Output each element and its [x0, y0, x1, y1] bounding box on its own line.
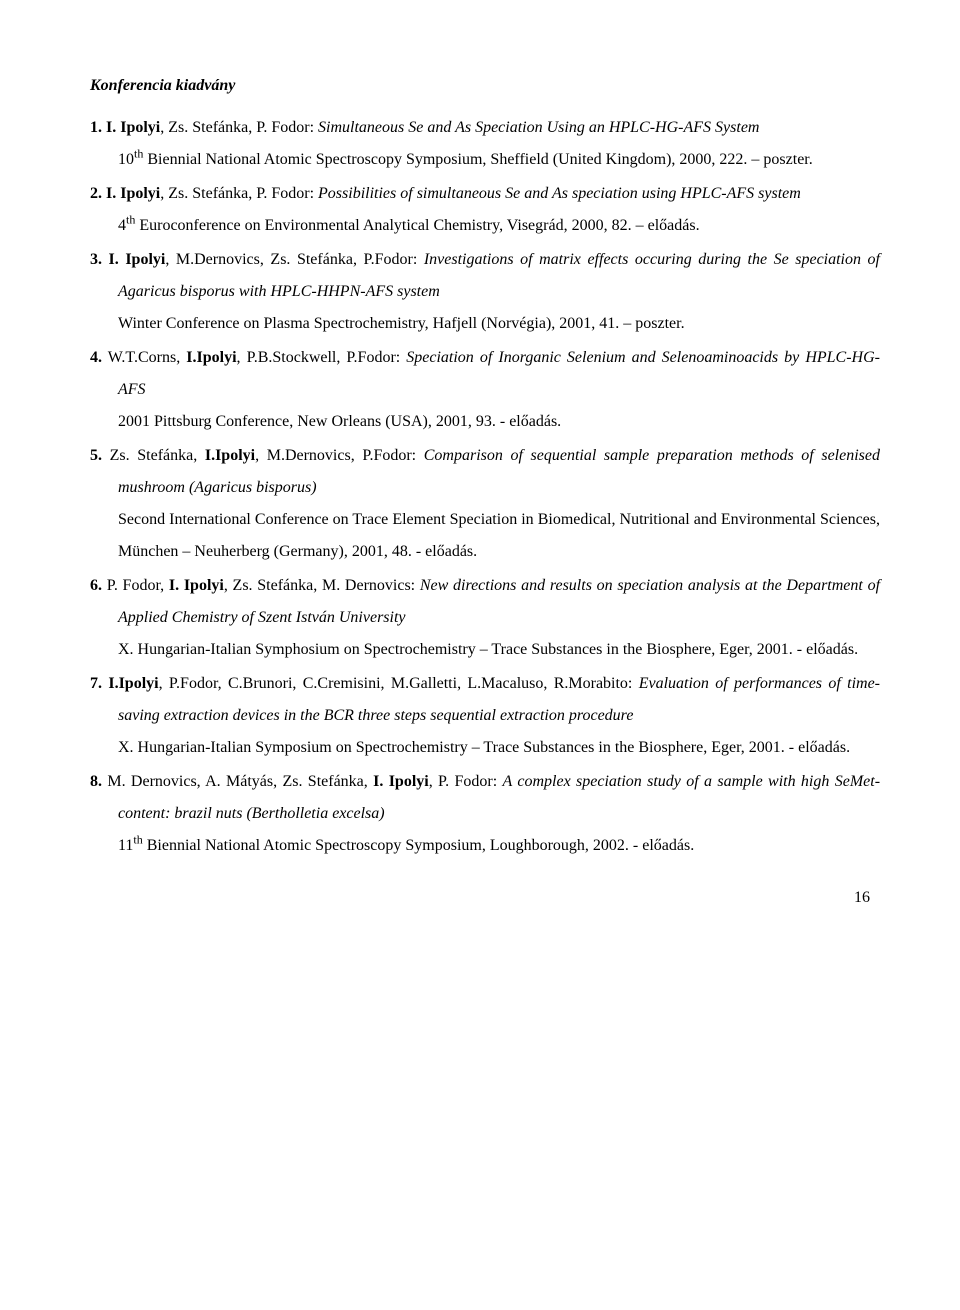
entry-author-bold: I.Ipolyi	[205, 447, 255, 464]
entry-venue: Winter Conference on Plasma Spectrochemi…	[118, 315, 685, 332]
entry-title: Possibilities of simultaneous Se and As …	[318, 185, 801, 202]
entry-author-bold: I. Ipolyi	[373, 773, 429, 790]
reference-entry: 7. I.Ipolyi, P.Fodor, C.Brunori, C.Cremi…	[90, 668, 880, 764]
entry-authors: , M.Dernovics, Zs. Stefánka, P.Fodor:	[165, 251, 423, 268]
entry-venue: 2001 Pittsburg Conference, New Orleans (…	[118, 413, 561, 430]
entry-author-bold: I. Ipolyi	[106, 185, 160, 202]
entry-authors: , P. Fodor:	[429, 773, 503, 790]
entry-author-bold: I.Ipolyi	[186, 349, 236, 366]
entry-authors-pre: P. Fodor,	[107, 577, 169, 594]
reference-entry: 6. P. Fodor, I. Ipolyi, Zs. Stefánka, M.…	[90, 570, 880, 666]
entry-authors-pre: Zs. Stefánka,	[110, 447, 205, 464]
reference-entry: 1. I. Ipolyi, Zs. Stefánka, P. Fodor: Si…	[90, 112, 880, 176]
entry-venue-sup: th	[133, 833, 142, 847]
entry-author-bold: I.Ipolyi	[108, 675, 158, 692]
entry-venue: Euroconference on Environmental Analytic…	[135, 217, 699, 234]
entry-venue: Biennial National Atomic Spectroscopy Sy…	[143, 837, 694, 854]
entry-authors-pre: M. Dernovics, A. Mátyás, Zs. Stefánka,	[107, 773, 373, 790]
reference-entry: 3. I. Ipolyi, M.Dernovics, Zs. Stefánka,…	[90, 244, 880, 340]
entry-venue: Biennial National Atomic Spectroscopy Sy…	[143, 151, 812, 168]
entry-authors: , Zs. Stefánka, M. Dernovics:	[224, 577, 420, 594]
entry-author-bold: I. Ipolyi	[106, 119, 160, 136]
entry-number: 2.	[90, 185, 102, 202]
entry-number: 3.	[90, 251, 102, 268]
entry-number: 6.	[90, 577, 102, 594]
entry-venue-pre: 11	[118, 837, 133, 854]
entry-venue: X. Hungarian-Italian Symphosium on Spect…	[118, 641, 858, 658]
entry-author-bold: I. Ipolyi	[169, 577, 224, 594]
entry-number: 7.	[90, 675, 102, 692]
entry-authors: , M.Dernovics, P.Fodor:	[255, 447, 424, 464]
reference-entry: 5. Zs. Stefánka, I.Ipolyi, M.Dernovics, …	[90, 440, 880, 568]
page-number: 16	[90, 882, 880, 914]
entry-author-bold: I. Ipolyi	[109, 251, 166, 268]
entry-venue-pre: 10	[118, 151, 134, 168]
entry-number: 4.	[90, 349, 102, 366]
entry-authors: , P.Fodor, C.Brunori, C.Cremisini, M.Gal…	[159, 675, 639, 692]
entry-venue-sup: th	[126, 213, 135, 227]
entry-number: 8.	[90, 773, 102, 790]
entry-number: 5.	[90, 447, 102, 464]
entry-venue: Second International Conference on Trace…	[118, 511, 880, 560]
reference-entry: 8. M. Dernovics, A. Mátyás, Zs. Stefánka…	[90, 766, 880, 862]
entry-venue: X. Hungarian-Italian Symposium on Spectr…	[118, 739, 850, 756]
reference-entry: 4. W.T.Corns, I.Ipolyi, P.B.Stockwell, P…	[90, 342, 880, 438]
entry-authors: , Zs. Stefánka, P. Fodor:	[160, 185, 318, 202]
entry-venue-pre: 4	[118, 217, 126, 234]
entry-number: 1.	[90, 119, 102, 136]
section-heading: Konferencia kiadvány	[90, 70, 880, 102]
entry-authors: , Zs. Stefánka, P. Fodor:	[160, 119, 318, 136]
entry-venue-sup: th	[134, 147, 143, 161]
entry-title: Simultaneous Se and As Speciation Using …	[318, 119, 759, 136]
entry-authors-pre: W.T.Corns,	[108, 349, 187, 366]
reference-entry: 2. I. Ipolyi, Zs. Stefánka, P. Fodor: Po…	[90, 178, 880, 242]
entry-authors: , P.B.Stockwell, P.Fodor:	[237, 349, 407, 366]
